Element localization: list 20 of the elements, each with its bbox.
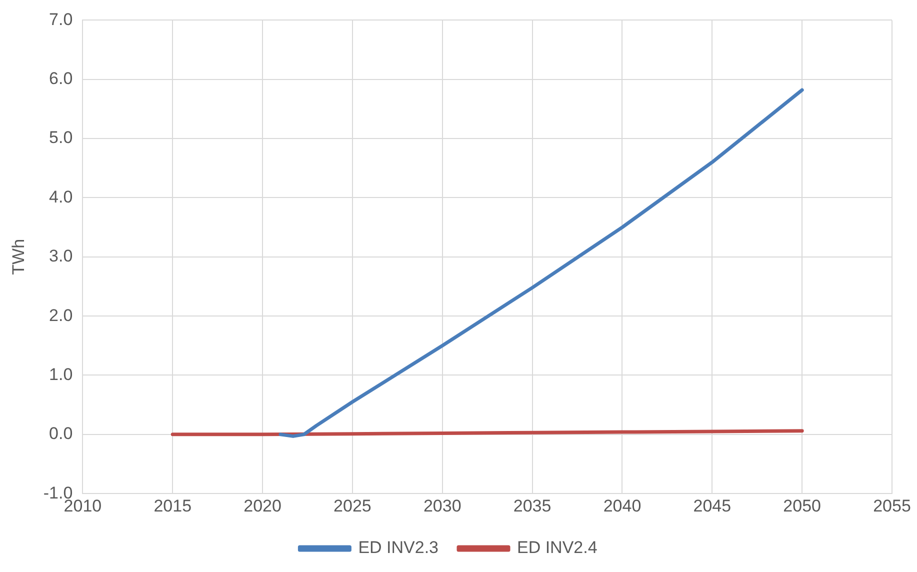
x-tick-label: 2055 [873, 496, 911, 516]
y-tick-label: 1.0 [49, 364, 73, 384]
y-tick-label: 0.0 [49, 424, 73, 444]
x-tick-label: 2025 [334, 496, 372, 516]
y-tick-label: 4.0 [49, 187, 73, 206]
y-tick-label: 2.0 [49, 306, 73, 325]
x-tick-label: 2020 [244, 496, 282, 516]
y-tick-label: 6.0 [49, 69, 73, 88]
y-axis-title: TWh [8, 238, 28, 275]
x-tick-label: 2040 [603, 496, 642, 516]
x-tick-label: 2045 [693, 496, 732, 516]
legend-label: ED INV2.3 [358, 538, 438, 558]
y-tick-label: 3.0 [49, 246, 73, 266]
legend-label: ED INV2.4 [517, 538, 598, 558]
y-tick-label: 5.0 [49, 128, 73, 148]
x-tick-label: 2050 [783, 496, 821, 516]
x-tick-label: 2030 [423, 496, 462, 516]
y-tick-label: 7.0 [49, 10, 73, 29]
x-tick-label: 2035 [513, 496, 552, 516]
x-tick-label: 2015 [154, 496, 192, 516]
